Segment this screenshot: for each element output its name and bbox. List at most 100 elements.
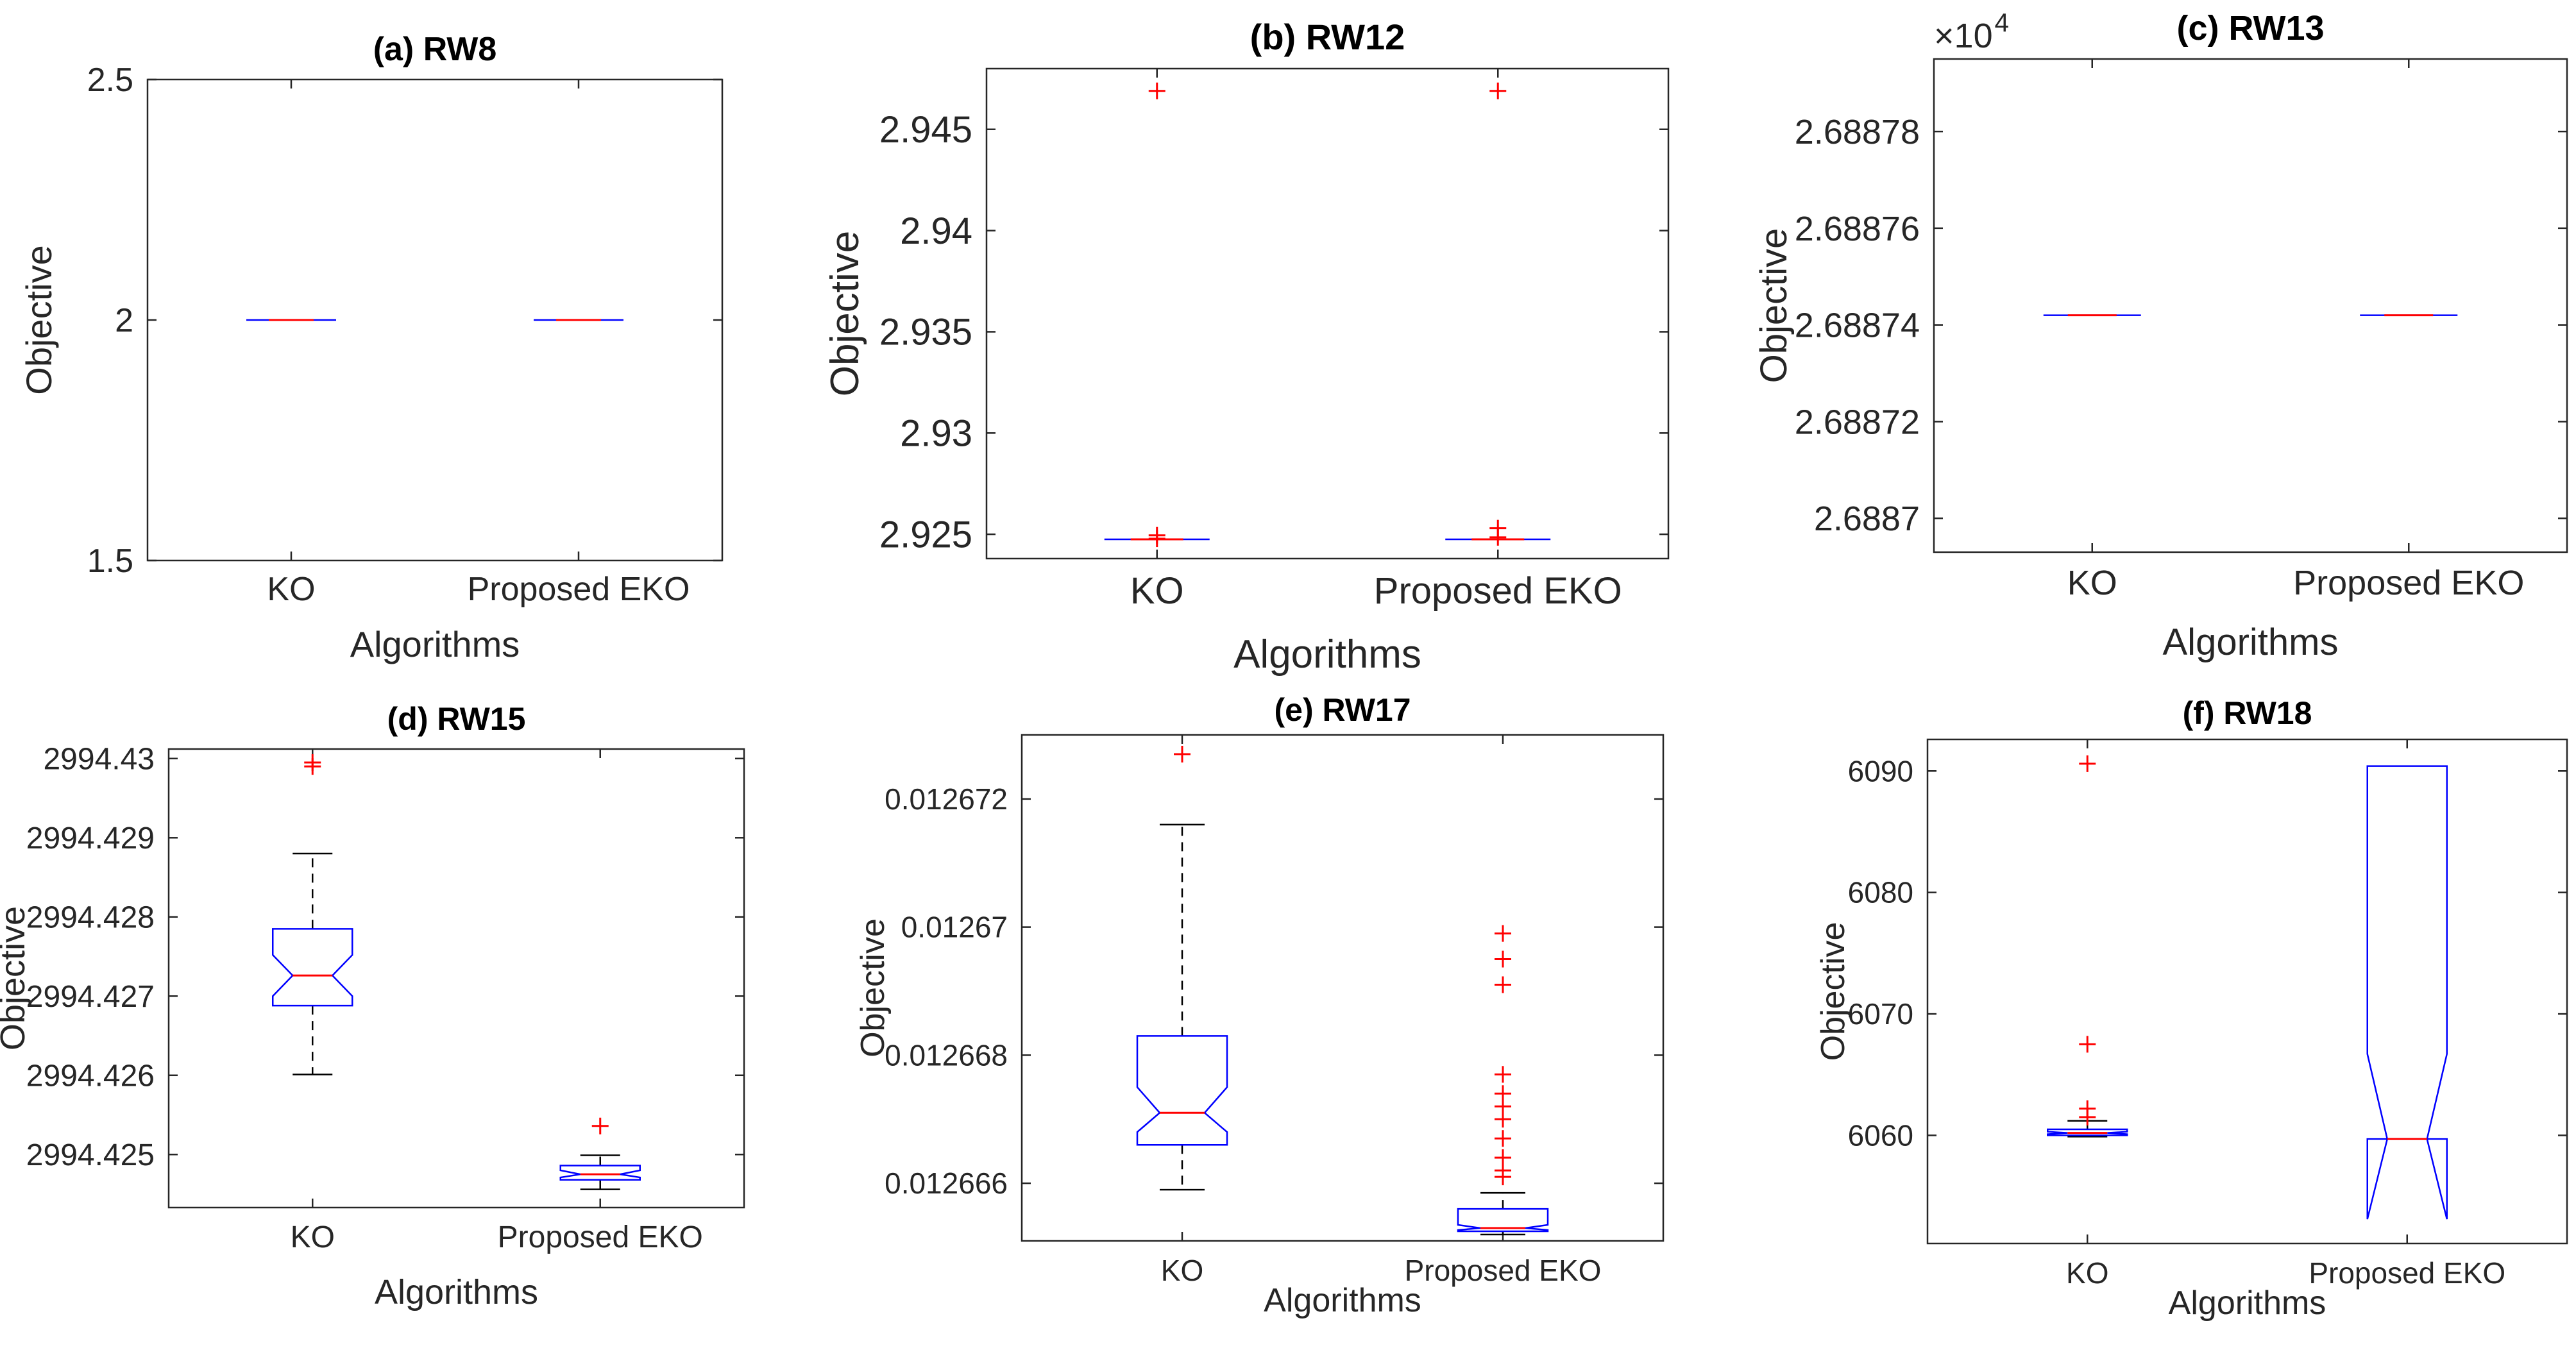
y-tick-label: 2.935 [879,312,972,353]
box-ko [1136,745,1228,1191]
y-exponent-label: ×10 [1934,17,1993,55]
box-ko [2047,755,2128,1138]
subplot-e: 0.012666 0.012668 0.01267 0.012672 KO Propose… [854,692,1665,1319]
axes-frame [1933,58,2568,553]
subplot-a: 1.5 2 2.5 KO Proposed EKO (a) RW8 Algorithms Ob… [19,31,724,664]
box-body [2366,765,2448,1220]
subplot-c: 2.6887 2.68872 2.68874 2.68876 2.68878 KO Prop… [1753,8,2568,663]
box-body [2047,1128,2128,1136]
y-tick-label: 6070 [1848,997,1913,1031]
chart-title: (f) RW18 [2183,695,2312,731]
outlier-marker [1495,925,1511,942]
box-ko [1104,82,1210,548]
axes-frame [1926,738,2568,1245]
box-proposed-eko [1445,82,1551,546]
outlier-marker [1489,528,1507,546]
x-axis-label: Algorithms [1264,1282,1421,1319]
y-tick-label: 6080 [1848,876,1913,909]
y-tick-label: 2.93 [900,413,972,455]
outlier-marker [304,758,321,775]
box-proposed-eko [559,1117,641,1190]
outlier-marker [1489,82,1507,99]
y-tick-label: 2.945 [879,109,972,151]
x-tick-label: Proposed EKO [2309,1256,2505,1290]
y-tick-label: 0.012668 [885,1038,1008,1072]
y-tick-label: 2.5 [87,62,133,99]
outlier-marker [1495,950,1511,968]
y-tick-label: 2994.428 [26,901,155,935]
x-tick-label: Proposed EKO [1374,570,1622,612]
y-tick-label: 1.5 [87,543,133,580]
outlier-marker [1495,1111,1511,1128]
chart-title: (d) RW15 [387,701,526,737]
chart-title: (a) RW8 [373,31,497,68]
box-body [1457,1208,1549,1233]
box-proposed-eko [2366,765,2448,1220]
y-axis-label: Objective [823,231,867,396]
outlier-marker [2079,755,2096,772]
outlier-marker [1174,745,1191,762]
y-tick-label: 2994.429 [26,821,155,855]
x-tick-label: KO [267,571,315,608]
y-tick-label: 2.94 [900,210,972,252]
y-axis-label: Objective [0,906,32,1050]
y-tick-label: 6090 [1848,754,1913,788]
box-body [272,928,353,1007]
y-tick-label: 2.68878 [1795,113,1920,151]
y-tick-label: 2.925 [879,514,972,555]
chart-title: (e) RW17 [1274,692,1411,728]
box-body [559,1165,641,1181]
x-tick-label: KO [1161,1254,1203,1287]
y-tick-label: 0.012672 [885,782,1008,816]
x-axis-label: Algorithms [1233,632,1421,677]
outlier-marker [1495,1130,1511,1147]
y-exponent-power: 4 [1995,8,2010,38]
x-axis-label: Algorithms [2163,621,2339,663]
box-ko [272,754,353,1075]
axes-frame [1021,734,1665,1242]
y-tick-label: 2994.426 [26,1059,155,1093]
y-tick-label: 2.68872 [1795,403,1920,441]
outlier-marker [2079,1109,2096,1126]
chart-title: (c) RW13 [2176,9,2324,47]
x-tick-label: Proposed EKO [1405,1254,1602,1287]
subplot-d: 2994.425 2994.426 2994.427 2994.428 2994.429… [0,701,745,1311]
y-tick-label: 2.6887 [1814,500,1920,538]
x-tick-label: KO [1130,570,1184,612]
box-body [1136,1035,1228,1146]
outlier-marker [1495,1066,1511,1083]
axes-frame [985,67,1670,560]
outlier-marker [2079,1036,2096,1053]
outlier-marker [1495,976,1511,993]
subplot-b: 2.925 2.93 2.935 2.94 2.945 KO Proposed EKO (b)… [823,17,1670,677]
outlier-marker [1495,1168,1511,1186]
y-tick-label: 2 [115,302,133,339]
y-tick-label: 0.012666 [885,1167,1008,1200]
chart-title: (b) RW12 [1250,17,1405,57]
y-axis-label: Objective [1753,228,1795,383]
x-axis-label: Algorithms [375,1273,538,1311]
outlier-marker [591,1117,609,1134]
y-tick-label: 2994.43 [43,743,155,777]
y-tick-label: 0.01267 [901,911,1008,944]
x-tick-label: Proposed EKO [468,571,690,608]
y-axis-label: Objective [1815,922,1852,1061]
y-tick-label: 2.68874 [1795,307,1920,345]
x-tick-label: Proposed EKO [2293,564,2524,602]
y-tick-label: 2.68876 [1795,210,1920,248]
axes-frame [167,748,745,1209]
outlier-marker [1148,530,1165,548]
y-axis-label: Objective [854,918,892,1057]
x-axis-label: Algorithms [350,624,520,664]
y-axis-label: Objective [19,245,59,394]
y-tick-label: 2994.427 [26,980,155,1014]
outlier-marker [1148,82,1165,99]
subplot-f: 6060 6070 6080 6090 KO Proposed EKO (f) RW18 Al… [1815,695,2568,1322]
y-tick-label: 2994.425 [26,1138,155,1172]
box-proposed-eko [1457,925,1549,1236]
y-tick-label: 6060 [1848,1119,1913,1152]
x-tick-label: KO [291,1220,335,1254]
x-tick-label: KO [2067,564,2117,602]
x-tick-label: Proposed EKO [498,1220,703,1254]
